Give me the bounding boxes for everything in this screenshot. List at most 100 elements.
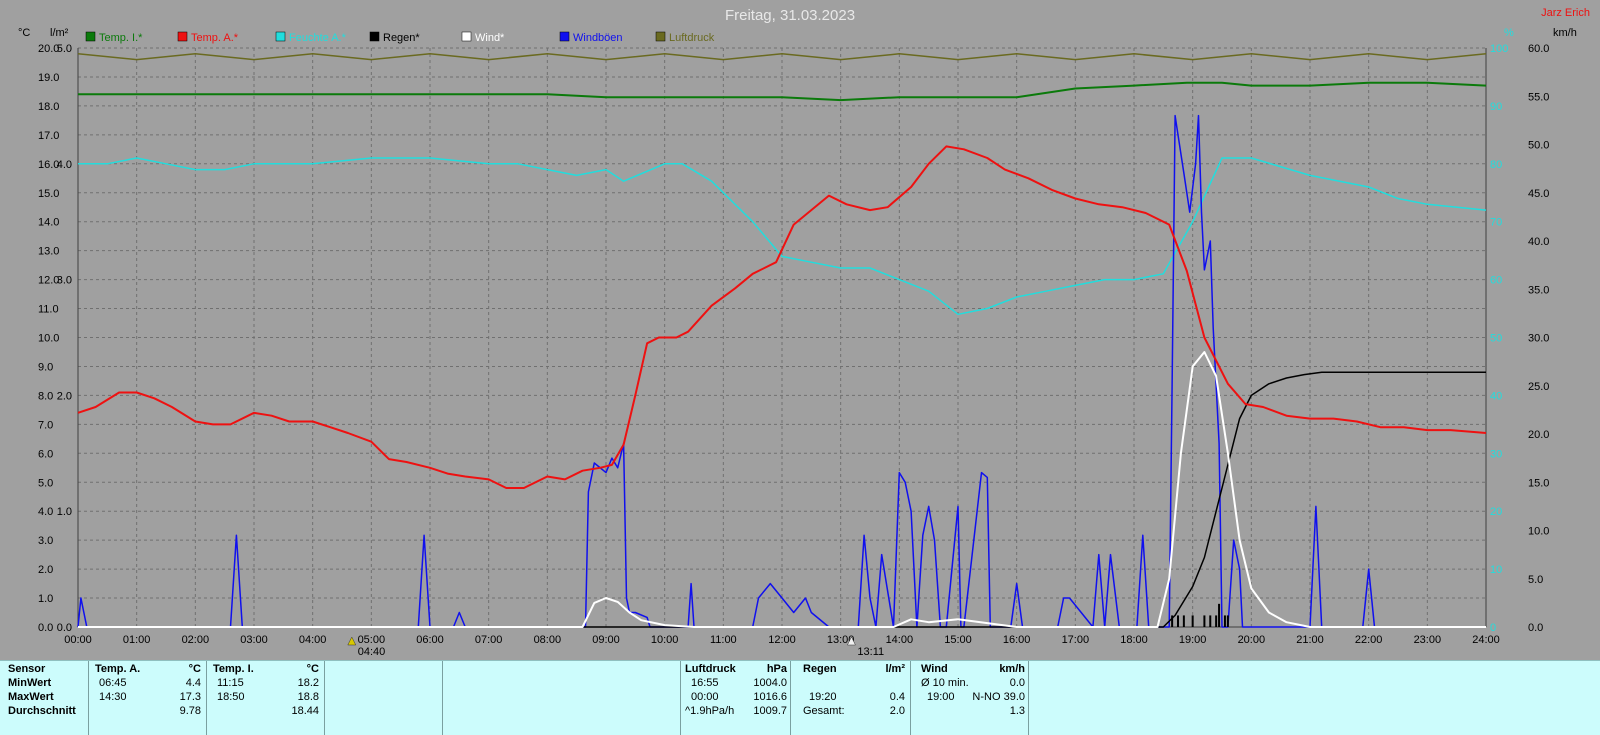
legend-label: Temp. I.* bbox=[99, 32, 143, 44]
time-tick-label: 04:00 bbox=[299, 634, 327, 646]
legend-swatch bbox=[461, 31, 472, 42]
time-tick-label: 02:00 bbox=[182, 634, 210, 646]
legend-label: Feuchte A.* bbox=[289, 32, 347, 44]
pressure-unit: hPa bbox=[766, 663, 787, 675]
temp-tick-label: 6.0 bbox=[38, 448, 53, 460]
time-tick-label: 18:00 bbox=[1120, 634, 1148, 646]
temp-i-unit: °C bbox=[306, 663, 319, 675]
rain-tick-label: 0.0 bbox=[57, 622, 72, 634]
row-label-min: MinWert bbox=[8, 677, 52, 689]
temp-tick-label: 17.0 bbox=[38, 130, 59, 142]
wind-tick-label: 45.0 bbox=[1528, 188, 1549, 200]
time-tick-label: 17:00 bbox=[1062, 634, 1090, 646]
temp-tick-label: 9.0 bbox=[38, 361, 53, 373]
rain-total-value: 2.0 bbox=[889, 705, 905, 717]
temp-tick-label: 1.0 bbox=[38, 593, 53, 605]
temp-a-max-time: 14:30 bbox=[99, 691, 127, 703]
time-tick-label: 10:00 bbox=[651, 634, 679, 646]
temp-i-min-value: 18.2 bbox=[297, 677, 319, 689]
temp-a-min-value: 4.4 bbox=[185, 677, 201, 689]
legend-label: Regen* bbox=[383, 32, 420, 44]
statistics-table: Sensor MinWert MaxWert Durchschnitt Temp… bbox=[0, 660, 1600, 735]
wind-avg10-label: Ø 10 min. bbox=[921, 677, 969, 689]
temp-tick-label: 18.0 bbox=[38, 101, 59, 113]
wind-max-time: 19:00 bbox=[927, 691, 955, 703]
wind-unit: km/h bbox=[999, 663, 1025, 675]
sunrise-time: 04:40 bbox=[358, 646, 386, 658]
humidity-tick-label: 30 bbox=[1490, 448, 1502, 460]
rain-total-label: Gesamt: bbox=[803, 705, 845, 717]
time-tick-label: 08:00 bbox=[534, 634, 562, 646]
temp-a-min-time: 06:45 bbox=[99, 677, 127, 689]
pressure-max-value: 1016.6 bbox=[753, 691, 787, 703]
series-tempi-line bbox=[78, 81, 1487, 102]
temp-tick-label: 11.0 bbox=[38, 304, 59, 316]
author-label: Jarz Erich bbox=[1541, 7, 1590, 19]
time-tick-label: 06:00 bbox=[416, 634, 444, 646]
temp-a-max-value: 17.3 bbox=[179, 691, 201, 703]
wind-tick-label: 10.0 bbox=[1528, 526, 1549, 538]
legend-label: Wind* bbox=[475, 32, 505, 44]
sensor-column: Sensor MinWert MaxWert Durchschnitt bbox=[0, 661, 88, 735]
pressure-avg-value: 1009.7 bbox=[753, 705, 787, 717]
humidity-tick-label: 70 bbox=[1490, 217, 1502, 229]
wind-avg-value: 1.3 bbox=[1009, 705, 1025, 717]
time-tick-label: 07:00 bbox=[475, 634, 503, 646]
wind-tick-label: 15.0 bbox=[1528, 477, 1549, 489]
legend-swatch bbox=[655, 31, 666, 42]
time-tick-label: 03:00 bbox=[240, 634, 268, 646]
wind-tick-label: 55.0 bbox=[1528, 91, 1549, 103]
temp-i-max-value: 18.8 bbox=[297, 691, 319, 703]
wind-tick-label: 25.0 bbox=[1528, 381, 1549, 393]
humidity-tick-label: 50 bbox=[1490, 333, 1502, 345]
rain-column: Regen l/m² 19:20 0.4 Gesamt: 2.0 bbox=[790, 661, 911, 735]
temp-tick-label: 15.0 bbox=[38, 188, 59, 200]
legend-swatch bbox=[85, 31, 96, 42]
temp-tick-label: 7.0 bbox=[38, 419, 53, 431]
temp-a-column: Temp. A. °C 06:45 4.4 14:30 17.3 9.78 bbox=[88, 661, 207, 735]
temp-i-avg-value: 18.44 bbox=[291, 705, 319, 717]
time-tick-label: 21:00 bbox=[1296, 634, 1324, 646]
rain-tick-label: 3.0 bbox=[57, 275, 72, 287]
pressure-column: Luftdruck hPa 16:55 1004.0 00:00 1016.6 … bbox=[680, 661, 791, 735]
humidity-tick-label: 60 bbox=[1490, 275, 1502, 287]
legend-label: Temp. A.* bbox=[191, 32, 239, 44]
temp-i-header: Temp. I. bbox=[213, 663, 254, 675]
sunset-time: 13:11 bbox=[857, 646, 884, 658]
legend-label: Windböen bbox=[573, 32, 623, 44]
sunrise-icon bbox=[347, 636, 357, 646]
time-tick-label: 24:00 bbox=[1472, 634, 1500, 646]
rain-max-time: 19:20 bbox=[809, 691, 837, 703]
rain-unit: l/m² bbox=[885, 663, 905, 675]
temp-i-max-time: 18:50 bbox=[217, 691, 245, 703]
time-tick-label: 11:00 bbox=[710, 634, 737, 646]
series-regen-line bbox=[78, 371, 1486, 628]
temp-tick-label: 13.0 bbox=[38, 246, 59, 258]
temp-tick-label: 19.0 bbox=[38, 72, 59, 84]
temp-tick-label: 5.0 bbox=[38, 477, 53, 489]
temp-tick-label: 16.0 bbox=[38, 159, 59, 171]
temp-tick-label: 2.0 bbox=[38, 564, 53, 576]
humidity-tick-label: 0 bbox=[1490, 622, 1496, 634]
rain-tick-label: 1.0 bbox=[57, 506, 72, 518]
pressure-min-value: 1004.0 bbox=[753, 677, 787, 689]
temp-tick-label: 4.0 bbox=[38, 506, 53, 518]
wind-tick-label: 40.0 bbox=[1528, 236, 1549, 248]
sunset-icon bbox=[847, 636, 856, 646]
pressure-trend: ^1.9hPa/h bbox=[685, 705, 735, 717]
time-tick-label: 13:00 bbox=[827, 634, 855, 646]
time-tick-label: 14:00 bbox=[886, 634, 914, 646]
legend-swatch bbox=[369, 31, 380, 42]
rain-unit-label: l/m² bbox=[50, 27, 69, 39]
humidity-unit-label: % bbox=[1504, 27, 1514, 39]
rain-tick-label: 2.0 bbox=[57, 390, 72, 402]
wind-tick-label: 35.0 bbox=[1528, 284, 1549, 296]
temp-tick-label: 12.0 bbox=[38, 275, 59, 287]
wind-max-value: N-NO 39.0 bbox=[972, 691, 1025, 703]
wind-tick-label: 5.0 bbox=[1528, 574, 1543, 586]
time-tick-label: 05:00 bbox=[358, 634, 386, 646]
time-tick-label: 20:00 bbox=[1238, 634, 1266, 646]
humidity-tick-label: 100 bbox=[1490, 43, 1508, 55]
wind-tick-label: 60.0 bbox=[1528, 43, 1549, 55]
wind-column: Wind km/h Ø 10 min. 0.0 19:00 N-NO 39.0 … bbox=[910, 661, 1029, 735]
